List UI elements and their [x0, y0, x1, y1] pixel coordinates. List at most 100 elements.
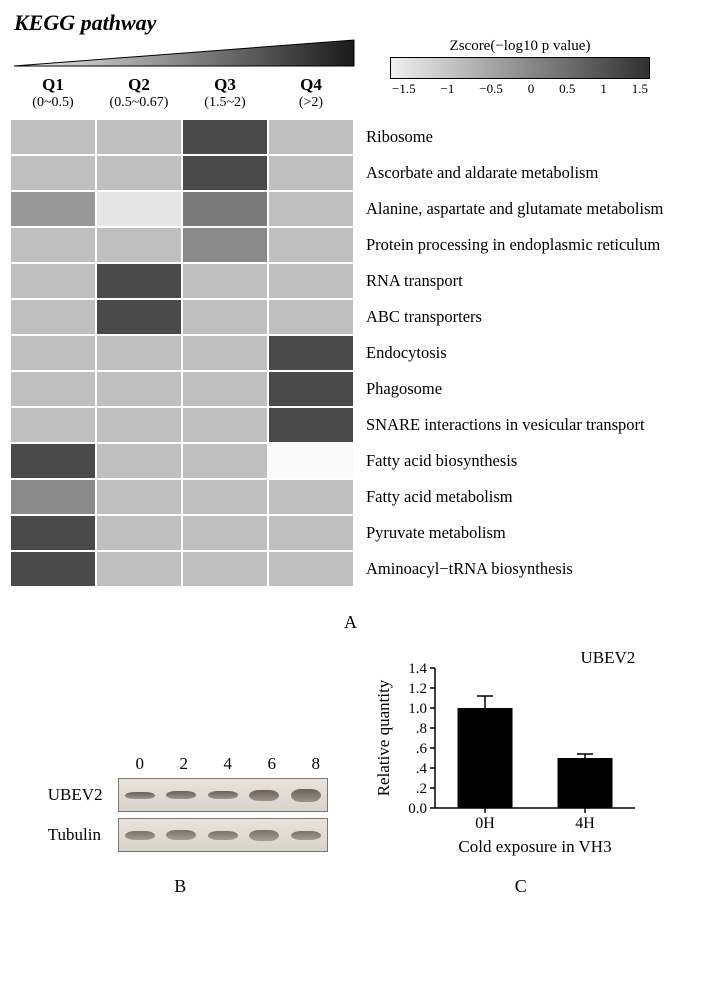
- quarter-range: (0~0.5): [10, 95, 96, 111]
- heatmap-row-label: Endocytosis: [366, 335, 663, 371]
- heatmap-cell: [268, 407, 354, 443]
- western-blot-band: [291, 831, 321, 840]
- svg-text:1.2: 1.2: [409, 681, 428, 697]
- western-blot-band: [166, 791, 196, 799]
- zscore-label: Zscore(−log10 p value): [390, 38, 650, 55]
- quarter-column: Q2 (0.5~0.67): [96, 75, 182, 111]
- heatmap-cell: [96, 299, 182, 335]
- quarter-range: (0.5~0.67): [96, 95, 182, 111]
- svg-text:4H: 4H: [575, 815, 595, 832]
- heatmap-cell: [10, 119, 96, 155]
- western-blot-band: [249, 830, 279, 841]
- western-blot-band: [125, 792, 155, 799]
- quarter-range: (>2): [268, 95, 354, 111]
- heatmap-cell: [182, 299, 268, 335]
- western-blot-row: UBEV2: [48, 778, 338, 812]
- heatmap-cell: [182, 119, 268, 155]
- quarter-label: Q4: [268, 75, 354, 95]
- panel-letter-a: A: [10, 612, 691, 633]
- timepoint-label: 6: [253, 754, 291, 774]
- quarter-column: Q4 (>2): [268, 75, 354, 111]
- heatmap-cell: [96, 515, 182, 551]
- heatmap-cell: [182, 407, 268, 443]
- heatmap-cell: [182, 335, 268, 371]
- zscore-legend: Zscore(−log10 p value) −1.5−1−0.500.511.…: [390, 38, 650, 97]
- timepoint-label: 2: [165, 754, 203, 774]
- heatmap-cell: [182, 227, 268, 263]
- heatmap-cell: [96, 227, 182, 263]
- zscore-colorbar: [390, 57, 650, 79]
- zscore-tick: −1: [441, 81, 455, 97]
- western-blot-band: [125, 831, 155, 840]
- heatmap-cell: [182, 443, 268, 479]
- barchart: 0.0.2.4.6.81.01.21.4Relative quantity0H4…: [373, 648, 653, 858]
- heatmap-row-label: SNARE interactions in vesicular transpor…: [366, 407, 663, 443]
- heatmap-cell: [182, 155, 268, 191]
- quarter-column: Q1 (0~0.5): [10, 75, 96, 111]
- heatmap-grid: [10, 119, 354, 587]
- heatmap-cell: [10, 479, 96, 515]
- heatmap-cell: [10, 371, 96, 407]
- heatmap-cell: [268, 515, 354, 551]
- timepoint-label: 0: [121, 754, 159, 774]
- heatmap-row: [10, 443, 354, 479]
- heatmap-cell: [182, 263, 268, 299]
- kegg-pathway-title: KEGG pathway: [14, 10, 691, 36]
- heatmap-cell: [268, 155, 354, 191]
- zscore-tick: 0.5: [559, 81, 575, 97]
- western-blot-band: [249, 790, 279, 801]
- western-blot-lanes: [118, 818, 328, 852]
- heatmap-row: [10, 335, 354, 371]
- heatmap-cell: [10, 227, 96, 263]
- timepoint-label: 8: [297, 754, 335, 774]
- heatmap-cell: [182, 191, 268, 227]
- heatmap-cell: [10, 551, 96, 587]
- heatmap-row: [10, 155, 354, 191]
- western-blot-protein-name: UBEV2: [48, 785, 118, 805]
- zscore-tick: 1: [600, 81, 607, 97]
- heatmap-row-label: Alanine, aspartate and glutamate metabol…: [366, 191, 663, 227]
- heatmap-cell: [96, 479, 182, 515]
- svg-text:.8: .8: [416, 721, 427, 737]
- heatmap-cell: [96, 155, 182, 191]
- panel-letter-c: C: [371, 876, 671, 897]
- quarter-column: Q3 (1.5~2): [182, 75, 268, 111]
- western-blot-band: [208, 831, 238, 840]
- heatmap-cell: [268, 263, 354, 299]
- quarter-label: Q1: [10, 75, 96, 95]
- svg-text:.4: .4: [416, 761, 428, 777]
- heatmap-row-label: ABC transporters: [366, 299, 663, 335]
- heatmap-row-labels: RibosomeAscorbate and aldarate metabolis…: [366, 119, 663, 587]
- svg-text:.6: .6: [416, 741, 428, 757]
- bottom-panels: 02468 UBEV2Tubulin UBEV2 0.0.2.4.6.81.01…: [10, 648, 691, 858]
- heatmap-cell: [10, 263, 96, 299]
- western-blot-protein-name: Tubulin: [48, 825, 118, 845]
- heatmap-cell: [268, 299, 354, 335]
- gradient-triangle: [12, 38, 360, 73]
- panel-a: KEGG pathway Q1 (0~0.5)Q2 (0.5: [10, 10, 691, 633]
- svg-text:.2: .2: [416, 781, 427, 797]
- zscore-ticks: −1.5−1−0.500.511.5: [390, 81, 650, 97]
- heatmap-row-label: Phagosome: [366, 371, 663, 407]
- quarter-label: Q3: [182, 75, 268, 95]
- heatmap-row-label: Ribosome: [366, 119, 663, 155]
- quarters-block: Q1 (0~0.5)Q2 (0.5~0.67)Q3 (1.5~2)Q4 (>2): [10, 38, 360, 111]
- heatmap-row-label: Pyruvate metabolism: [366, 515, 663, 551]
- zscore-tick: 0: [528, 81, 535, 97]
- heatmap-row: [10, 119, 354, 155]
- heatmap-row: [10, 515, 354, 551]
- heatmap-cell: [96, 407, 182, 443]
- heatmap-cell: [96, 443, 182, 479]
- heatmap-cell: [182, 551, 268, 587]
- svg-text:0.0: 0.0: [409, 801, 428, 817]
- heatmap-row: [10, 551, 354, 587]
- heatmap-cell: [268, 335, 354, 371]
- heatmap-cell: [268, 119, 354, 155]
- heatmap-cell: [10, 335, 96, 371]
- western-blot-timepoints: 02468: [118, 754, 338, 774]
- heatmap-row-label: Fatty acid metabolism: [366, 479, 663, 515]
- heatmap-cell: [96, 119, 182, 155]
- heatmap-cell: [10, 299, 96, 335]
- heatmap-cell: [10, 407, 96, 443]
- heatmap-cell: [10, 155, 96, 191]
